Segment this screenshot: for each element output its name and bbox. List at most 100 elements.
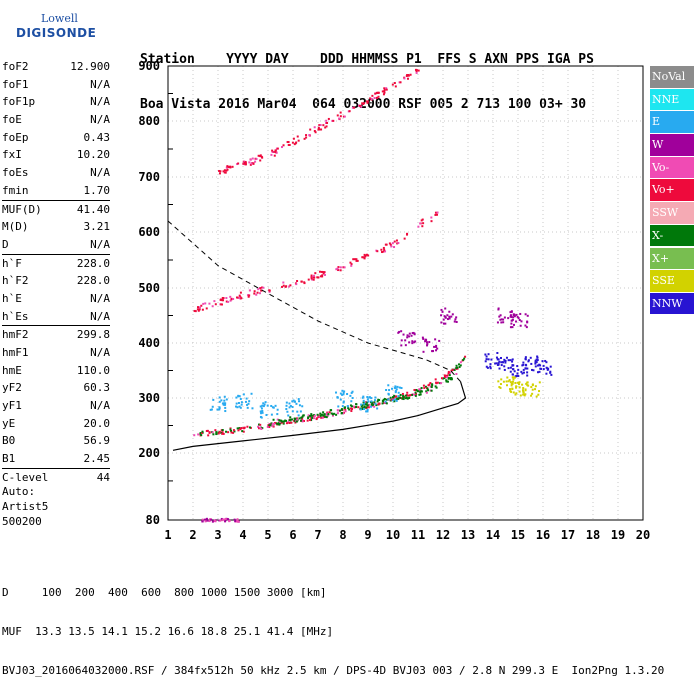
param-value: 20.0	[83, 416, 111, 430]
header-line2: Boa Vista 2016 Mar04 064 032000 RSF 005 …	[140, 97, 587, 112]
trace-point	[422, 222, 425, 225]
trace-point	[289, 416, 292, 419]
cluster-point	[263, 403, 266, 406]
trace-point	[325, 412, 328, 415]
y-tick-label: 900	[138, 59, 160, 73]
cluster-point	[524, 388, 527, 391]
cluster-point	[385, 389, 388, 392]
trace-point	[295, 420, 298, 423]
cluster-point	[535, 395, 538, 398]
trace-point	[434, 211, 437, 214]
es-point	[237, 520, 240, 523]
trace-point	[199, 306, 202, 309]
trace-point	[278, 423, 281, 426]
cluster-point	[261, 410, 264, 413]
trace-point	[370, 98, 373, 101]
trace-point	[380, 248, 383, 251]
trace-point	[335, 413, 338, 416]
cluster-point	[402, 333, 405, 336]
trace-point	[301, 420, 304, 423]
trace-point	[296, 418, 299, 421]
trace-point	[451, 368, 454, 371]
trace-point	[406, 77, 409, 80]
param-row: h`Es N/A	[2, 308, 110, 326]
param-value: 44	[96, 470, 110, 484]
cluster-point	[285, 404, 288, 407]
trace-point	[292, 137, 295, 140]
trace-point	[415, 71, 418, 74]
trace-point	[399, 396, 402, 399]
cluster-point	[250, 392, 253, 395]
trace-point	[254, 160, 257, 163]
cluster-point	[400, 387, 403, 390]
trace-point	[240, 427, 243, 430]
trace-point	[253, 292, 256, 295]
cluster-point	[342, 400, 345, 403]
trace-point	[321, 416, 324, 419]
trace-point	[305, 134, 308, 137]
trace-point	[198, 308, 201, 311]
param-row: h`E N/A	[2, 290, 110, 308]
cluster-point	[497, 380, 500, 383]
cluster-point	[262, 405, 265, 408]
cluster-point	[530, 362, 533, 365]
cluster-point	[260, 416, 263, 419]
cluster-point	[365, 410, 368, 413]
param-value: N/A	[90, 95, 110, 109]
trace-point	[427, 389, 430, 392]
cluster-point	[502, 361, 505, 364]
trace-point	[232, 431, 235, 434]
trace-point	[238, 296, 241, 299]
cluster-point	[341, 405, 344, 408]
trace-point	[410, 393, 413, 396]
trace-point	[214, 429, 217, 432]
cluster-point	[504, 361, 507, 364]
cluster-point	[489, 365, 492, 368]
param-name: D	[2, 237, 9, 251]
trace-point	[349, 261, 352, 264]
cluster-point	[411, 340, 414, 343]
trace-point	[307, 278, 310, 281]
scaled-parameters: foF2 12.900 foF1 N/A foF1p N/A foE N/A foEp 0.43 f…	[2, 58, 110, 487]
trace-point	[193, 309, 196, 312]
cluster-point	[366, 410, 369, 413]
trace-point	[197, 433, 200, 436]
trace-point	[429, 382, 432, 385]
cluster-point	[391, 387, 394, 390]
trace-point	[213, 300, 216, 303]
trace-point	[211, 305, 214, 308]
trace-point	[232, 429, 235, 432]
trace-point	[362, 103, 365, 106]
cluster-point	[370, 400, 373, 403]
param-value: 3.21	[83, 220, 111, 234]
trace-point	[443, 374, 446, 377]
param-value: 228.0	[76, 274, 110, 288]
trace-point	[255, 157, 258, 160]
trace-point	[222, 170, 225, 173]
trace-point	[435, 386, 438, 389]
cluster-point	[524, 393, 527, 396]
trace-point	[403, 237, 406, 240]
cluster-point	[496, 351, 499, 354]
param-value: 12.900	[70, 60, 110, 73]
trace-point	[393, 394, 396, 397]
param-name: yF1	[2, 399, 22, 413]
trace-point	[361, 404, 364, 407]
param-name: yE	[2, 416, 16, 430]
trace-point	[447, 370, 450, 373]
trace-point	[340, 408, 343, 411]
trace-point	[267, 424, 270, 427]
trace-point	[339, 266, 342, 269]
param-value: 2.45	[83, 452, 111, 466]
trace-point	[321, 275, 324, 278]
legend-item: NNW	[650, 292, 694, 315]
trace-point	[418, 388, 421, 391]
x-tick-label: 18	[586, 528, 600, 542]
cluster-point	[298, 400, 301, 403]
trace-point	[261, 156, 264, 159]
trace-point	[405, 394, 408, 397]
trace-point	[420, 387, 423, 390]
trace-point	[327, 413, 330, 416]
cluster-point	[271, 406, 274, 409]
x-tick-label: 13	[461, 528, 475, 542]
